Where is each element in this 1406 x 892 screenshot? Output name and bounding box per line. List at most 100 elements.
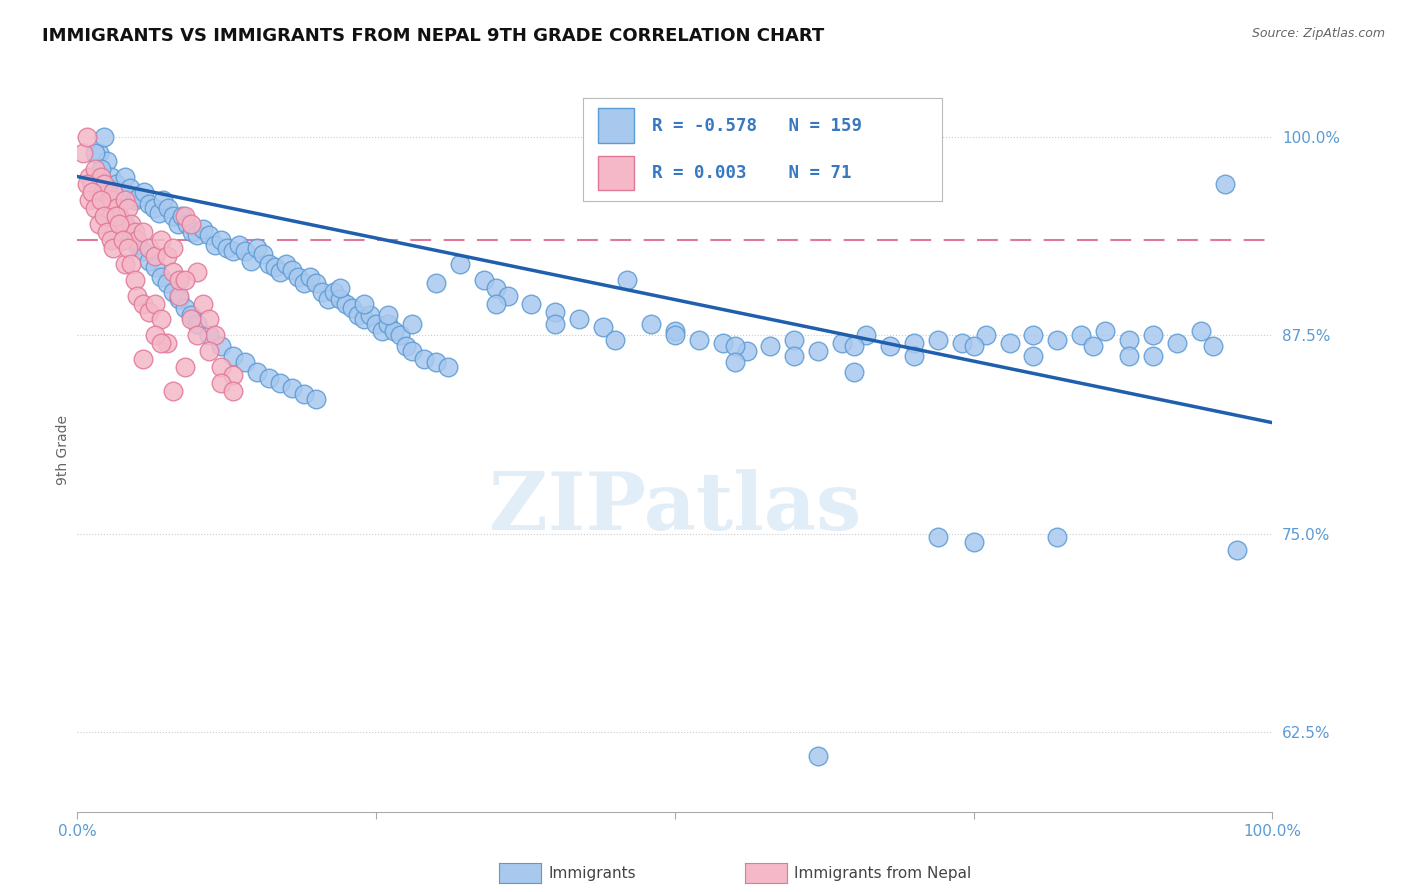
Point	[413, 352, 436, 367]
Point	[79, 169, 101, 184]
Point	[127, 237, 149, 252]
Point	[377, 308, 399, 322]
Point	[1118, 349, 1140, 363]
Point	[93, 129, 115, 144]
Point	[1022, 349, 1045, 363]
Point	[138, 241, 160, 255]
Point	[120, 257, 142, 271]
Point	[104, 178, 127, 192]
Point	[143, 249, 166, 263]
Point	[484, 281, 508, 295]
Point	[148, 206, 170, 220]
Point	[903, 336, 925, 351]
Point	[963, 339, 986, 353]
Text: ZIPatlas: ZIPatlas	[489, 469, 860, 548]
Point	[335, 296, 357, 310]
Point	[84, 161, 107, 176]
Text: R = 0.003    N = 71: R = 0.003 N = 71	[651, 164, 851, 182]
Point	[162, 265, 184, 279]
Point	[927, 333, 949, 347]
Point	[191, 296, 214, 310]
Point	[108, 209, 131, 223]
Point	[186, 317, 208, 331]
Point	[449, 257, 471, 271]
Point	[124, 225, 146, 239]
Point	[176, 217, 198, 231]
Point	[150, 312, 173, 326]
Point	[640, 317, 662, 331]
Point	[257, 371, 280, 385]
Point	[292, 387, 315, 401]
Point	[783, 349, 806, 363]
Point	[377, 317, 399, 331]
Point	[831, 336, 853, 351]
Point	[204, 237, 226, 252]
Point	[1166, 336, 1188, 351]
Point	[520, 296, 543, 310]
Point	[127, 288, 149, 302]
Point	[120, 217, 142, 231]
Point	[96, 202, 118, 216]
Point	[197, 328, 219, 343]
Point	[90, 194, 112, 208]
Point	[157, 202, 180, 216]
Point	[114, 169, 136, 184]
Point	[191, 222, 214, 236]
Point	[724, 355, 747, 369]
Point	[138, 253, 160, 268]
Point	[544, 304, 567, 318]
Point	[87, 145, 110, 160]
Point	[209, 376, 232, 390]
Point	[342, 301, 364, 316]
Point	[174, 273, 197, 287]
Point	[166, 217, 188, 231]
Point	[664, 324, 686, 338]
Point	[150, 233, 173, 247]
Point	[1226, 542, 1249, 557]
Point	[927, 530, 949, 544]
Point	[963, 534, 986, 549]
Point	[127, 233, 149, 247]
Point	[80, 186, 103, 200]
Point	[209, 233, 232, 247]
Point	[152, 194, 174, 208]
Point	[353, 296, 375, 310]
Point	[84, 202, 107, 216]
Point	[186, 228, 208, 243]
Point	[93, 209, 115, 223]
Point	[181, 225, 204, 239]
Point	[96, 225, 118, 239]
Point	[132, 225, 155, 239]
Point	[844, 365, 866, 379]
Point	[222, 384, 245, 398]
Point	[104, 202, 127, 216]
Point	[156, 336, 179, 351]
Point	[270, 376, 292, 390]
Point	[138, 304, 160, 318]
Point	[215, 241, 238, 255]
Point	[807, 344, 830, 359]
FancyBboxPatch shape	[598, 108, 634, 144]
Point	[143, 260, 166, 274]
Point	[353, 312, 375, 326]
Point	[1083, 339, 1105, 353]
Point	[347, 308, 370, 322]
Point	[359, 308, 381, 322]
Point	[724, 339, 747, 353]
Point	[1070, 328, 1092, 343]
Point	[197, 312, 219, 326]
Point	[401, 317, 423, 331]
Point	[209, 360, 232, 375]
Point	[114, 257, 136, 271]
Point	[80, 178, 103, 192]
Point	[950, 336, 973, 351]
Point	[108, 209, 131, 223]
Point	[252, 247, 274, 261]
Text: Immigrants from Nepal: Immigrants from Nepal	[794, 866, 972, 880]
Point	[276, 257, 298, 271]
Point	[246, 241, 269, 255]
Point	[281, 263, 304, 277]
Point	[544, 317, 567, 331]
Point	[76, 129, 98, 144]
Point	[124, 273, 146, 287]
